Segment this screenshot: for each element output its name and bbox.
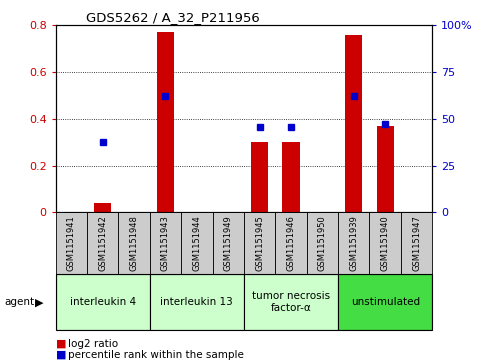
Bar [56,212,87,274]
Bar [307,212,338,274]
Text: GSM1151949: GSM1151949 [224,216,233,271]
Bar [244,274,338,330]
Bar [251,142,268,212]
Bar [244,212,275,274]
Text: ▶: ▶ [35,297,43,307]
Bar [150,274,244,330]
Bar [275,212,307,274]
Text: percentile rank within the sample: percentile rank within the sample [68,350,243,360]
Text: GSM1151943: GSM1151943 [161,216,170,271]
Bar [118,212,150,274]
Bar [94,203,111,212]
Text: interleukin 13: interleukin 13 [160,297,233,307]
Bar [401,212,432,274]
Text: unstimulated: unstimulated [351,297,420,307]
Text: GSM1151940: GSM1151940 [381,216,390,271]
Bar [150,212,181,274]
Text: GSM1151941: GSM1151941 [67,216,76,271]
Bar [345,35,362,212]
Text: GSM1151948: GSM1151948 [129,216,139,271]
Text: GDS5262 / A_32_P211956: GDS5262 / A_32_P211956 [85,11,259,24]
Bar [56,274,150,330]
Text: GSM1151942: GSM1151942 [98,216,107,271]
Text: agent: agent [5,297,35,307]
Bar [338,274,432,330]
Bar [377,126,394,212]
Text: log2 ratio: log2 ratio [68,339,118,349]
Text: GSM1151947: GSM1151947 [412,216,421,271]
Text: GSM1151946: GSM1151946 [286,216,296,271]
Bar [338,212,369,274]
Bar [181,212,213,274]
Text: tumor necrosis
factor-α: tumor necrosis factor-α [252,291,330,313]
Bar [157,32,174,212]
Bar [283,142,299,212]
Bar [369,212,401,274]
Text: GSM1151944: GSM1151944 [192,216,201,271]
Text: ■: ■ [56,350,66,360]
Text: GSM1151950: GSM1151950 [318,216,327,271]
Bar [87,212,118,274]
Text: ■: ■ [56,339,66,349]
Text: interleukin 4: interleukin 4 [70,297,136,307]
Text: GSM1151939: GSM1151939 [349,216,358,271]
Bar [213,212,244,274]
Text: GSM1151945: GSM1151945 [255,216,264,271]
